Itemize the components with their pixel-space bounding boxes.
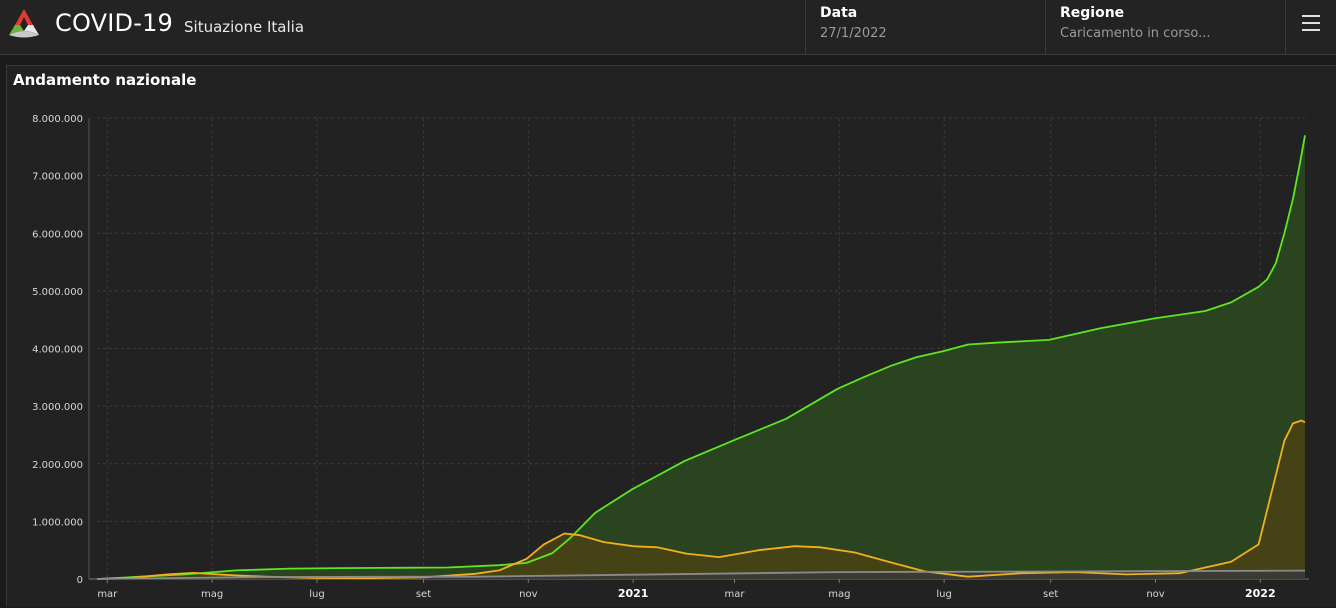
series-line-2 [96,569,1306,580]
app-header: COVID-19 Situazione Italia Data 27/1/202… [0,0,1336,55]
x-tick-label: mar [97,589,118,600]
x-tick-label: nov [519,589,537,600]
series-area-0 [97,135,1305,580]
region-selector[interactable]: Regione Caricamento in corso... [1045,0,1285,55]
hamburger-menu-button[interactable] [1285,0,1336,55]
date-value[interactable]: 27/1/2022 [820,26,887,41]
x-tick-label: mag [201,589,223,600]
region-value[interactable]: Caricamento in corso... [1060,26,1211,41]
y-tick-label: 0 [77,575,83,586]
y-tick-label: 4.000.000 [32,345,83,356]
y-tick-label: 7.000.000 [32,172,83,183]
y-tick-label: 8.000.000 [32,114,83,125]
x-tick-label: mag [828,589,850,600]
y-tick-label: 6.000.000 [32,229,83,240]
y-tick-label: 2.000.000 [32,460,83,471]
y-tick-label: 5.000.000 [32,287,83,298]
national-trend-chart: 0 1.000.000 2.000.000 3.000.000 4.000.000 5.0… [32,114,1309,600]
series-line-1 [96,419,1306,580]
italy-covid-logo-icon [9,9,39,38]
y-tick-label: 1.000.000 [32,517,83,528]
x-tick-label: 2022 [1245,587,1276,600]
x-tick-label: mar [725,589,746,600]
chart-panel: Andamento nazionale 0 1.000.000 2.000.000 3… [6,65,1336,607]
app-title: COVID-19 [55,9,174,37]
series-line-0 [96,135,1306,580]
region-label: Regione [1060,5,1125,21]
panel-title: Andamento nazionale [13,71,197,89]
x-tick-label: 2021 [618,587,649,600]
x-tick-label: lug [309,589,324,600]
x-tick-label: lug [936,589,951,600]
app-subtitle: Situazione Italia [184,18,305,36]
date-selector[interactable]: Data 27/1/2022 [805,0,1045,55]
y-tick-label: 3.000.000 [32,402,83,413]
date-label: Data [820,5,858,21]
x-tick-label: set [416,589,431,600]
hamburger-menu-icon [1302,15,1320,17]
x-tick-label: set [1043,589,1058,600]
x-tick-label: nov [1146,589,1164,600]
